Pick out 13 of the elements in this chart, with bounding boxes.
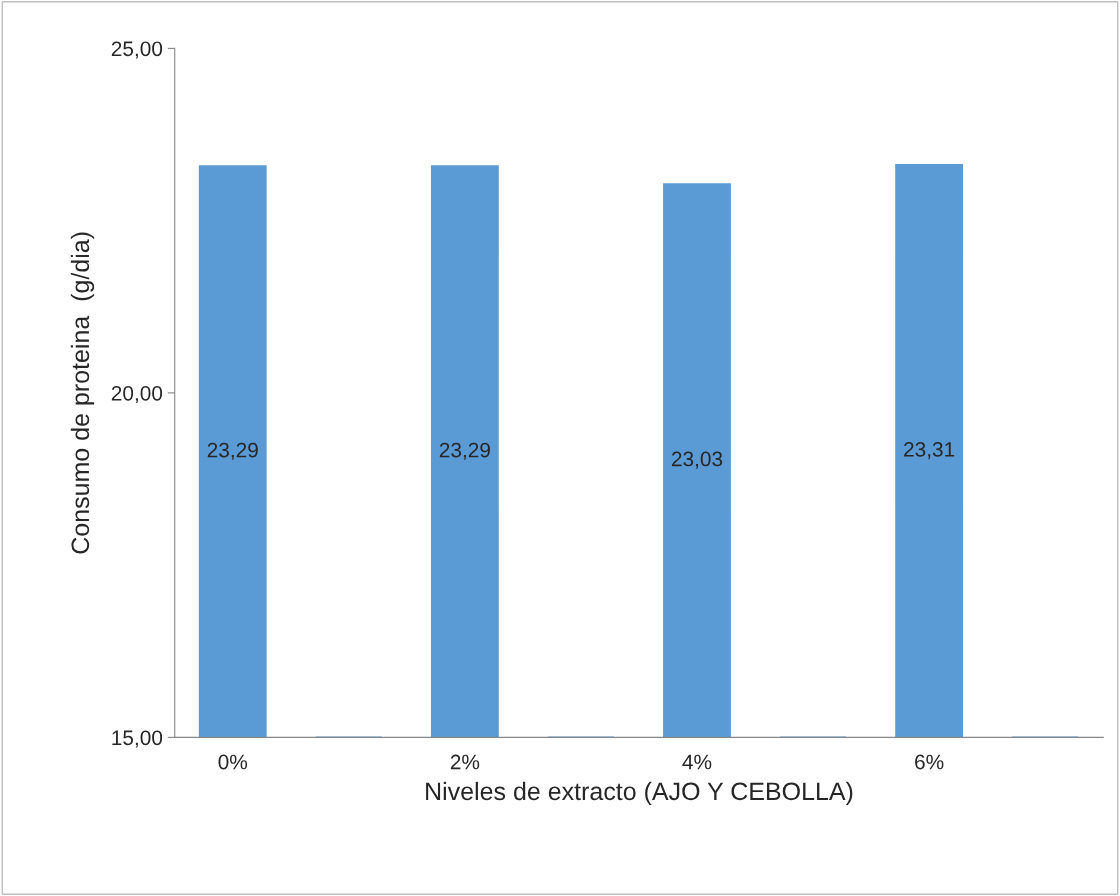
data-label: 23,31 [904,441,955,460]
x-axis-title: Niveles de extracto (AJO Y CEBOLLA) [426,781,853,806]
x-tick-label: 6% [915,754,944,770]
x-tick-label: 4% [682,754,712,770]
y-axis-title: Consumo de proteina (g/dia) [70,232,95,554]
data-label: 23,29 [439,442,490,460]
y-tick-label: 25,00 [111,41,163,59]
data-label: 23,29 [207,442,258,460]
y-tick-label: 15,00 [112,730,163,748]
x-tick-label: 0% [218,754,248,770]
data-label: 23,03 [671,451,723,469]
x-tick-label: 2% [450,754,480,770]
y-tick-label: 20,00 [111,385,163,404]
